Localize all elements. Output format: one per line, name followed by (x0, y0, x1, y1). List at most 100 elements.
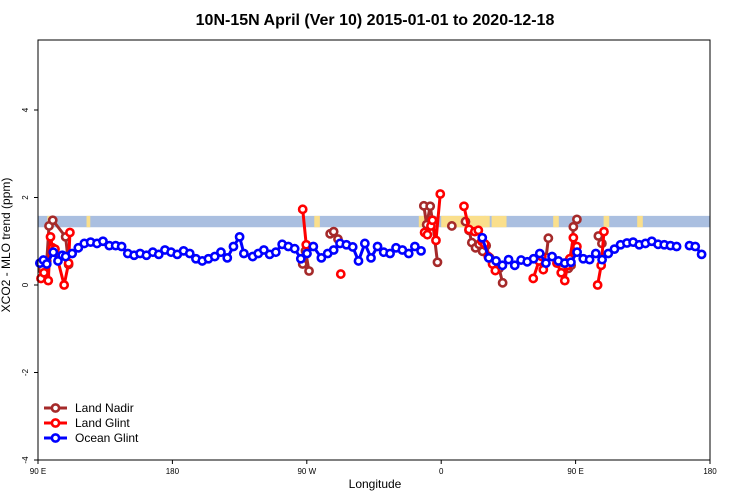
x-tick-label: 180 (166, 467, 180, 476)
data-point (541, 258, 551, 269)
series-ocean-glint (34, 231, 707, 271)
data-point (98, 236, 108, 247)
data-point (270, 247, 281, 258)
y-tick-label: 4 (21, 107, 30, 112)
data-point (216, 247, 226, 258)
land-segment (314, 215, 320, 228)
data-point (385, 248, 395, 259)
data-point (590, 248, 601, 259)
series-layer (34, 189, 707, 290)
data-point (568, 232, 579, 243)
data-point (289, 243, 300, 254)
data-point (65, 227, 75, 238)
legend-swatch-marker (50, 433, 61, 443)
data-point (431, 235, 441, 246)
data-point (422, 229, 433, 240)
data-point (335, 269, 346, 279)
land-segment (491, 215, 507, 228)
legend-swatch-marker (50, 418, 61, 428)
land-segment (637, 215, 643, 228)
legend-label: Land Glint (75, 416, 130, 430)
y-axis-label: XCO2 - MLO trend (ppm) (0, 178, 13, 313)
data-point (328, 245, 339, 255)
data-point (304, 266, 314, 276)
data-point (609, 244, 620, 255)
series-line (301, 209, 308, 245)
y-tick-label: -2 (21, 368, 30, 376)
data-point (584, 254, 595, 265)
plot-frame (37, 39, 711, 461)
data-point (316, 252, 327, 263)
chart-title: 10N-15N April (Ver 10) 2015-01-01 to 202… (196, 12, 555, 29)
data-point (347, 242, 358, 252)
series-land-glint (36, 189, 609, 290)
data-point (302, 248, 312, 259)
data-point (39, 267, 49, 278)
data-point (547, 251, 557, 262)
data-point (238, 248, 249, 259)
data-point (48, 247, 59, 258)
x-axis-label: Longitude (349, 477, 402, 491)
data-point (73, 242, 84, 253)
data-point (497, 260, 508, 271)
data-point (403, 248, 414, 259)
data-point (572, 247, 582, 258)
x-tick-label: 90 E (30, 467, 46, 476)
data-point (509, 260, 520, 271)
data-point (222, 252, 233, 263)
data-point (59, 280, 70, 290)
data-point (308, 241, 319, 252)
data-point (67, 248, 78, 259)
data-point (497, 277, 508, 288)
data-point (359, 238, 370, 249)
data-point (446, 221, 457, 231)
ocean-band (38, 215, 710, 228)
data-point (503, 254, 514, 265)
data-point (43, 275, 54, 286)
data-point (559, 275, 570, 286)
data-point (432, 257, 443, 268)
data-point (477, 232, 488, 243)
data-point (572, 214, 582, 225)
data-point (690, 241, 701, 252)
legend-swatch-marker (50, 403, 61, 413)
y-axis-ticks: -4 -2 0 2 4 (21, 107, 38, 464)
data-point (153, 249, 164, 260)
y-tick-label: 0 (21, 282, 30, 287)
data-point (459, 201, 469, 212)
data-point (228, 241, 239, 252)
data-point (425, 201, 436, 212)
data-point (490, 265, 501, 276)
data-point (409, 241, 420, 252)
x-tick-label: 90 W (297, 467, 316, 476)
x-tick-label: 90 E (567, 467, 583, 476)
data-point (416, 245, 426, 256)
land-segment (553, 215, 559, 228)
x-tick-label: 180 (703, 467, 717, 476)
x-tick-label: 0 (439, 467, 444, 476)
data-point (556, 267, 567, 278)
data-point (45, 231, 56, 242)
land-segment (484, 215, 490, 228)
data-point (543, 233, 554, 244)
data-point (41, 259, 52, 269)
data-point (603, 248, 614, 259)
data-point (47, 215, 58, 226)
x-axis-ticks: 90 E 180 90 W 0 90 E 180 (30, 460, 717, 476)
legend-label: Land Nadir (75, 401, 134, 415)
data-point (435, 189, 446, 199)
data-point (534, 248, 545, 259)
data-point (568, 221, 579, 232)
data-point (297, 204, 308, 215)
y-tick-label: 2 (21, 195, 30, 200)
data-point (592, 280, 603, 290)
data-point (209, 251, 220, 262)
data-point (372, 241, 383, 252)
data-point (566, 257, 576, 268)
data-point (528, 253, 539, 264)
land-segment (86, 215, 91, 228)
data-point (116, 241, 127, 252)
land-band (38, 215, 710, 228)
data-point (599, 226, 609, 237)
